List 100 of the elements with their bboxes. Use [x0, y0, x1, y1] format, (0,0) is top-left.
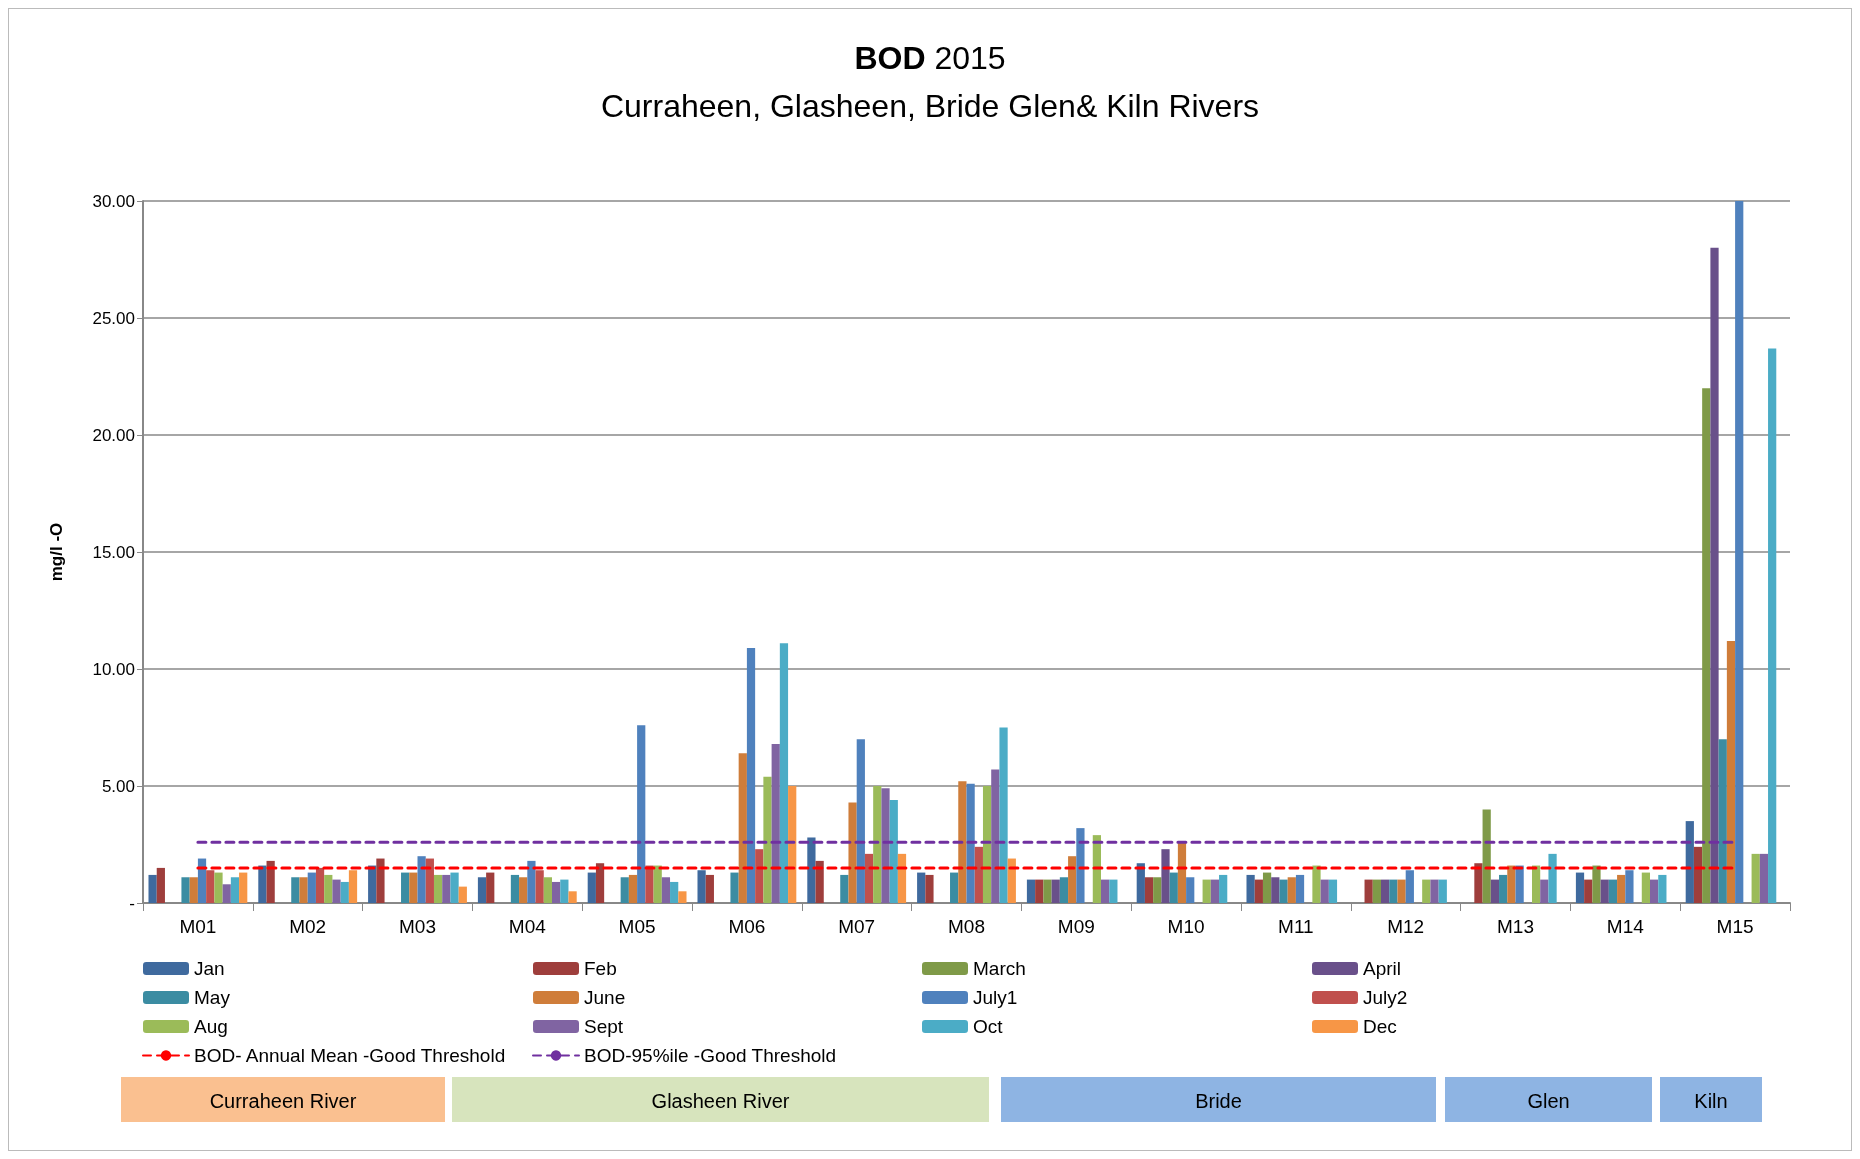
legend-label: Feb: [584, 958, 617, 979]
bar: [1287, 877, 1296, 903]
bar: [1312, 865, 1321, 903]
bar: [340, 881, 349, 903]
bar: [848, 802, 857, 903]
bar: [1364, 879, 1373, 903]
x-tick-label: M13: [1497, 916, 1534, 937]
bar: [1685, 821, 1694, 903]
bar: [966, 783, 975, 903]
bar: [1735, 201, 1744, 903]
bar: [763, 776, 772, 903]
bar: [206, 870, 215, 903]
bar: [628, 874, 638, 903]
bar: [1109, 879, 1118, 903]
bar: [670, 881, 679, 903]
bar: [653, 865, 662, 903]
bar: [925, 874, 934, 903]
bar: [1043, 879, 1052, 903]
bar: [315, 867, 325, 903]
legend-label: Dec: [1363, 1016, 1397, 1037]
bar: [197, 858, 207, 903]
bar: [1007, 858, 1016, 903]
bar: [1438, 879, 1447, 903]
bar: [1540, 879, 1549, 903]
bar: [1507, 865, 1516, 903]
bar: [348, 870, 358, 903]
x-tick-label: M04: [508, 916, 547, 937]
x-tick-label: M02: [289, 916, 327, 937]
bar: [450, 872, 459, 903]
bar: [730, 872, 739, 903]
y-tick-label: 10.00: [92, 659, 135, 679]
bar: [214, 872, 223, 903]
bar: [1059, 877, 1069, 903]
bar: [510, 874, 520, 903]
legend-label: June: [584, 987, 626, 1008]
bar: [1328, 879, 1338, 903]
x-tick-label: M10: [1167, 916, 1205, 937]
bar: [881, 788, 890, 903]
bar: [230, 877, 240, 903]
bar: [1584, 879, 1593, 903]
bar: [1279, 879, 1288, 903]
bar: [645, 865, 654, 903]
bar: [974, 846, 983, 903]
bar: [1136, 863, 1145, 903]
bar: [477, 877, 487, 903]
bar: [266, 860, 275, 903]
bar: [568, 891, 577, 903]
bar: [1219, 874, 1228, 903]
bar: [982, 786, 992, 903]
bar: [1389, 879, 1398, 903]
bar: [1759, 853, 1769, 903]
bar: [637, 725, 646, 903]
x-tick-label: M03: [399, 916, 436, 937]
x-tick-label: M12: [1387, 916, 1425, 937]
bar: [376, 858, 385, 903]
bar: [543, 877, 553, 903]
bar: [1101, 879, 1110, 903]
bar: [1169, 872, 1178, 903]
bar: [1026, 879, 1036, 903]
bar: [788, 786, 797, 903]
legend-label: BOD-95%ile -Good Threshold: [584, 1045, 837, 1066]
bar: [991, 769, 1000, 903]
bar: [1144, 877, 1154, 903]
legend-label: Sept: [584, 1016, 624, 1037]
legend-label: BOD- Annual Mean -Good Threshold: [194, 1045, 506, 1066]
bar: [1210, 879, 1220, 903]
bar: [1650, 879, 1659, 903]
bar: [1490, 879, 1500, 903]
bar: [519, 877, 528, 903]
y-tick-label: 20.00: [92, 425, 135, 445]
bar: [409, 872, 418, 903]
bar: [1575, 872, 1585, 903]
legend-label: March: [973, 958, 1026, 979]
legend-label: Oct: [973, 1016, 1004, 1037]
bar: [595, 863, 605, 903]
bar: [222, 884, 231, 903]
y-tick-label: 15.00: [92, 542, 135, 562]
bar: [401, 872, 410, 903]
bar: [324, 874, 333, 903]
bar: [1153, 877, 1162, 903]
legend-label: Jan: [194, 958, 225, 979]
x-tick-label: M11: [1278, 916, 1314, 937]
bar: [1035, 879, 1044, 903]
bar: [1271, 877, 1280, 903]
bar: [181, 877, 190, 903]
legend-label: April: [1363, 958, 1402, 979]
bar: [425, 858, 434, 903]
bar: [1254, 879, 1263, 903]
bar: [535, 870, 544, 903]
bar: [807, 837, 816, 903]
bar: [697, 870, 706, 903]
x-tick-label: M07: [838, 916, 876, 937]
bar: [458, 886, 467, 903]
bar: [620, 877, 629, 903]
bar: [815, 860, 824, 903]
chart-subtitle: Curraheen, Glasheen, Bride Glen& Kiln Rivers: [600, 88, 1260, 124]
bar: [1531, 865, 1541, 903]
bar: [746, 647, 756, 903]
legend-label: July2: [1363, 987, 1408, 1008]
bar: [442, 874, 451, 903]
